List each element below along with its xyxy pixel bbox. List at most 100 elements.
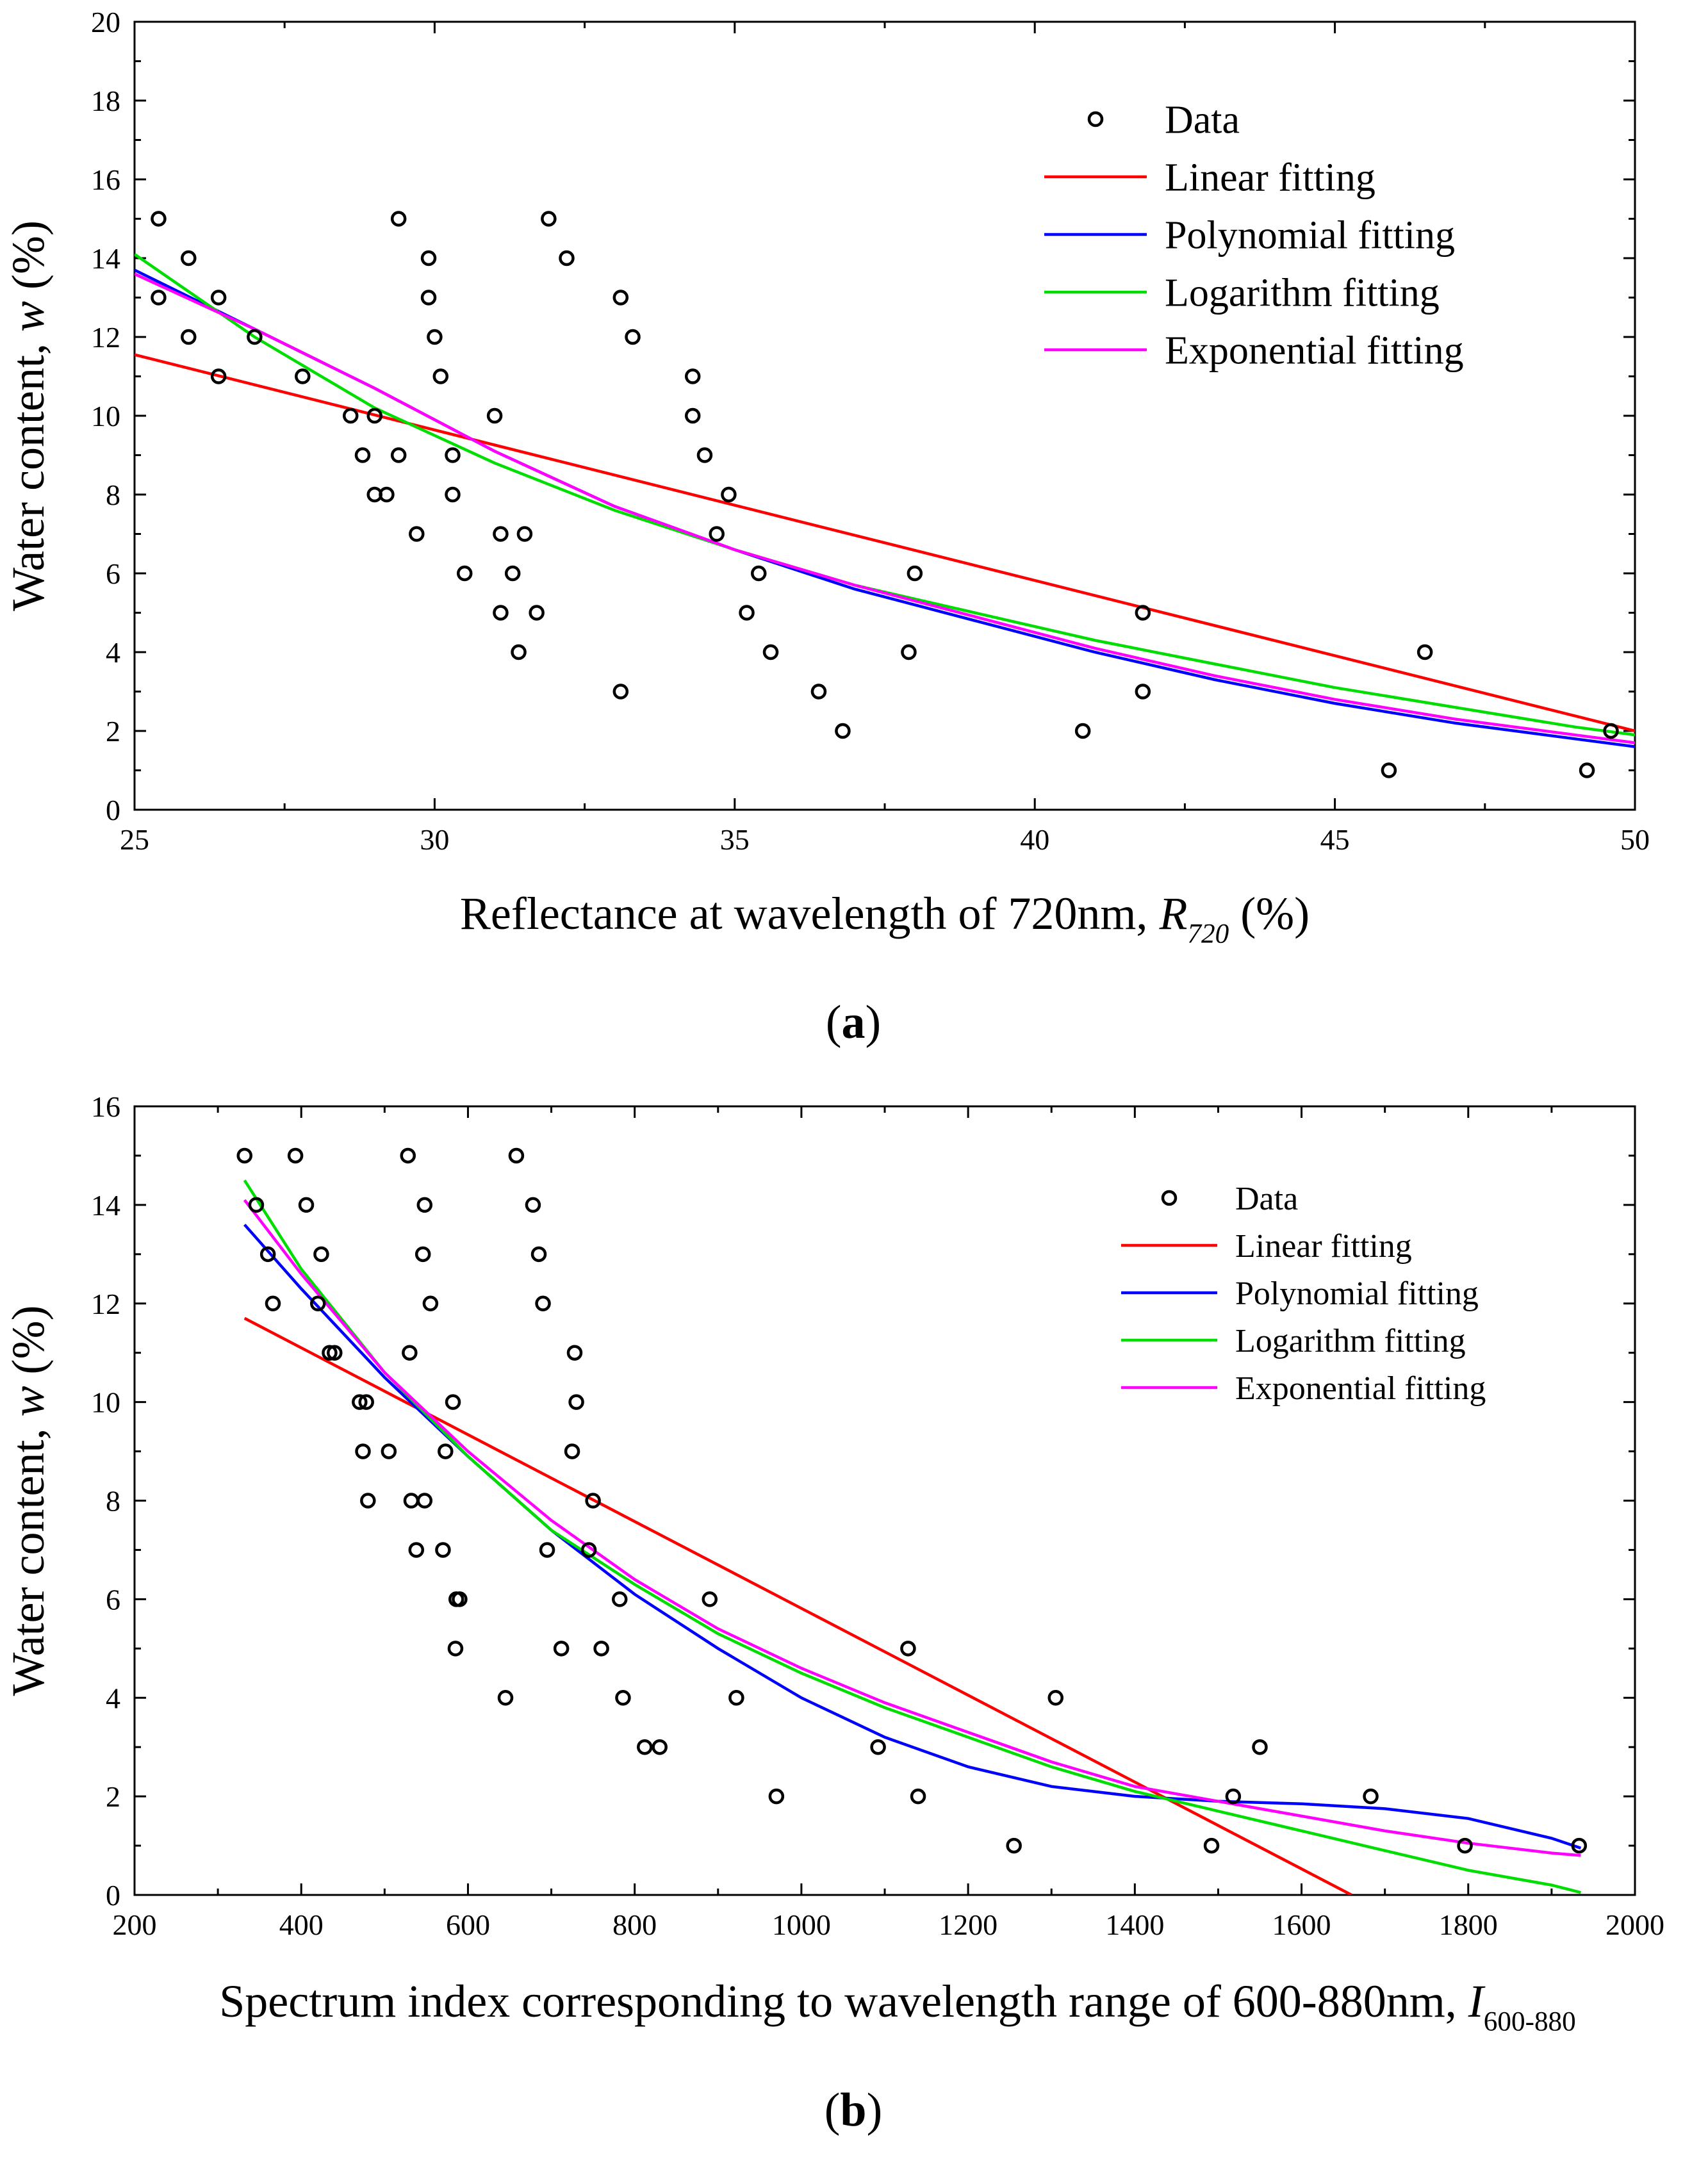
y-tick-label: 14 — [91, 242, 120, 275]
data-point — [358, 1394, 374, 1410]
data-point — [438, 1443, 454, 1459]
data-point — [309, 1295, 326, 1311]
x-tick-label: 40 — [1020, 823, 1049, 856]
data-point — [508, 1147, 525, 1164]
exponential-fit-line — [243, 1199, 1581, 1857]
y-tick-label: 12 — [91, 1288, 120, 1320]
data-point — [529, 605, 545, 621]
y-tick-label: 4 — [106, 636, 120, 669]
data-point — [445, 447, 461, 463]
legend: Data Linear fitting Polynomial fitting Loga… — [1044, 99, 1464, 373]
data-point — [265, 1295, 281, 1311]
data-point — [422, 1295, 439, 1311]
data-point — [248, 1197, 265, 1213]
data-point — [1135, 605, 1151, 621]
plot-frame — [133, 20, 1636, 811]
x-tick-label: 2000 — [1605, 1908, 1664, 1941]
data-point — [456, 565, 473, 582]
data-point — [486, 407, 503, 424]
x-tick-label: 1800 — [1439, 1908, 1498, 1941]
data-point — [400, 1147, 416, 1164]
data-point — [541, 211, 557, 227]
data-point — [702, 1591, 718, 1607]
y-tick-label: 0 — [106, 794, 120, 826]
data-point — [612, 290, 629, 306]
data-point — [612, 684, 629, 700]
data-point — [390, 447, 407, 463]
y-tick-label: 16 — [91, 1090, 120, 1123]
data-point — [684, 407, 701, 424]
data-point — [910, 1788, 926, 1805]
data-point — [1571, 1837, 1588, 1854]
data-point — [447, 1641, 464, 1657]
data-point — [493, 526, 509, 542]
data-point — [313, 1246, 329, 1263]
data-point — [762, 644, 779, 660]
x-tick-label: 45 — [1320, 823, 1350, 856]
data-point — [420, 290, 437, 306]
data-point — [568, 1394, 584, 1410]
data-point — [721, 486, 737, 503]
legend-label: Linear fitting — [1165, 156, 1375, 200]
exponential-fit-line — [135, 272, 1635, 744]
y-tick-label: 0 — [106, 1879, 120, 1912]
x-tick-label: 35 — [720, 823, 750, 856]
x-tick-label: 200 — [113, 1908, 157, 1941]
data-point — [445, 1394, 461, 1410]
linear-fit-line — [243, 1316, 1352, 1895]
data-point — [342, 407, 359, 424]
data-point — [525, 1197, 541, 1213]
data-point — [327, 1345, 343, 1361]
y-tick-label: 2 — [106, 715, 120, 748]
legend-label: Logarithm fitting — [1235, 1323, 1466, 1359]
y-axis-label: Water content, w (%) — [3, 1306, 54, 1696]
data-point — [247, 329, 263, 345]
data-point — [553, 1641, 570, 1657]
y-tick-label: 6 — [106, 1583, 120, 1616]
legend-data-marker — [1161, 1190, 1178, 1206]
data-point — [354, 447, 371, 463]
data-point — [530, 1246, 547, 1263]
data-point — [739, 605, 755, 621]
data-point — [295, 368, 311, 384]
data-point — [535, 1295, 551, 1311]
data-point — [379, 486, 395, 503]
x-tick-label: 800 — [612, 1908, 657, 1941]
data-point — [298, 1197, 315, 1213]
y-tick-label: 8 — [106, 1485, 120, 1518]
y-tick-label: 8 — [106, 479, 120, 511]
data-point — [625, 329, 641, 345]
data-point — [435, 1542, 451, 1558]
data-point — [516, 526, 533, 542]
panel-label: (b) — [825, 2084, 882, 2136]
legend-label: Exponential fitting — [1165, 329, 1464, 373]
data-point — [1074, 723, 1091, 739]
data-point — [696, 447, 713, 463]
data-point — [1006, 1837, 1022, 1854]
data-point — [445, 486, 461, 503]
data-point — [151, 290, 167, 306]
data-point — [420, 250, 437, 266]
data-point — [728, 1690, 744, 1706]
data-point — [352, 1394, 368, 1410]
data-point — [381, 1443, 397, 1459]
data-point — [900, 1641, 916, 1657]
legend-label: Exponential fitting — [1235, 1370, 1486, 1407]
data-point — [1225, 1788, 1242, 1805]
panel-label: (a) — [826, 996, 881, 1049]
legend-label: Data — [1165, 99, 1240, 142]
data-point — [1135, 684, 1151, 700]
data-point — [415, 1246, 431, 1263]
data-point — [432, 368, 449, 384]
data-point — [409, 526, 425, 542]
y-tick-label: 10 — [91, 400, 120, 432]
data-point — [751, 565, 767, 582]
data-point — [355, 1443, 371, 1459]
x-tick-label: 1600 — [1272, 1908, 1331, 1941]
data-point — [1203, 1837, 1220, 1854]
data-point — [390, 211, 407, 227]
data-point — [366, 407, 382, 424]
data-point — [322, 1345, 338, 1361]
data-point — [810, 684, 827, 700]
